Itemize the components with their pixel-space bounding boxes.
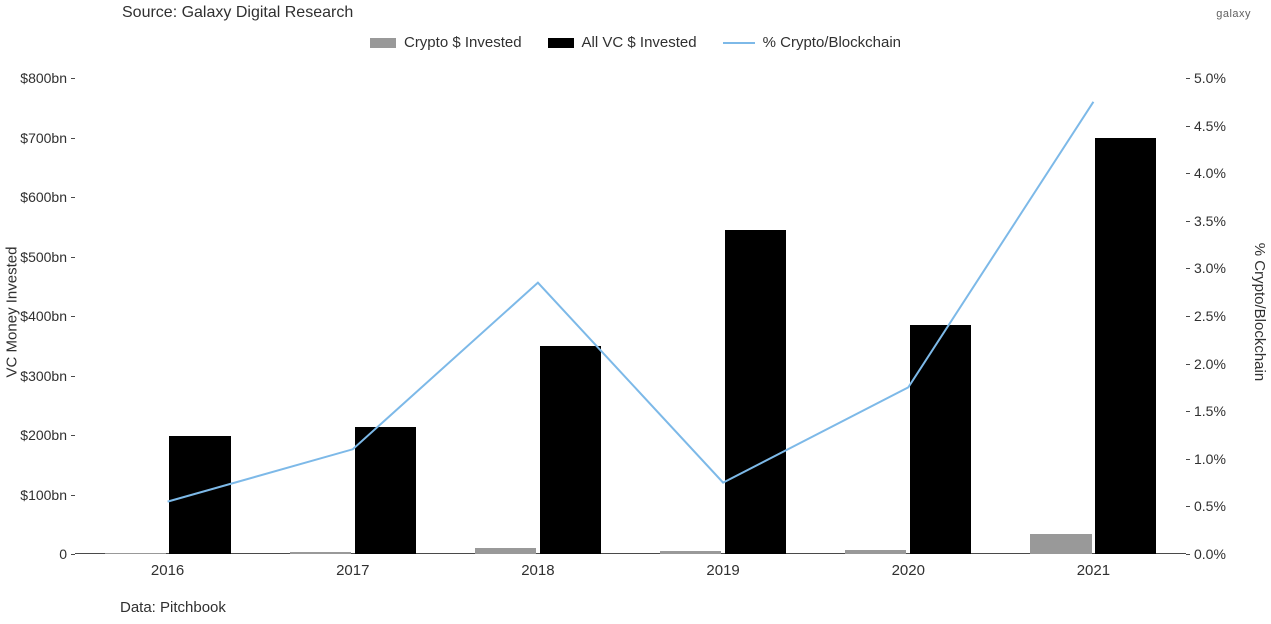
left-axis-title: VC Money Invested: [4, 247, 21, 378]
right-axis-tick-label: 1.5%: [1186, 403, 1226, 419]
right-axis-title: % Crypto/Blockchain: [1251, 243, 1268, 381]
right-axis-tick-label: 3.5%: [1186, 213, 1226, 229]
legend: Crypto $ Invested All VC $ Invested % Cr…: [0, 34, 1271, 51]
plot-area: 0$100bn$200bn$300bn$400bn$500bn$600bn$70…: [75, 78, 1186, 554]
legend-label-allvc: All VC $ Invested: [582, 34, 697, 51]
brand-logo-text: galaxy: [1216, 8, 1251, 20]
pct-line-path: [168, 102, 1094, 502]
source-label: Source: Galaxy Digital Research: [122, 4, 353, 22]
line-series-pct: [75, 78, 1186, 554]
left-axis-tick-label: $300bn: [20, 368, 75, 384]
legend-swatch-allvc: [548, 38, 574, 48]
x-axis-tick-label: 2019: [706, 554, 739, 579]
right-axis-tick-label: 3.0%: [1186, 260, 1226, 276]
legend-label-pct: % Crypto/Blockchain: [763, 34, 901, 51]
legend-item-allvc: All VC $ Invested: [548, 34, 697, 51]
right-axis-tick-label: 2.0%: [1186, 356, 1226, 372]
left-axis-tick-label: $500bn: [20, 249, 75, 265]
right-axis-tick-label: 0.0%: [1186, 546, 1226, 562]
left-axis-tick-label: $100bn: [20, 487, 75, 503]
right-axis-tick-label: 1.0%: [1186, 451, 1226, 467]
chart-container: Source: Galaxy Digital Research galaxy C…: [0, 0, 1271, 624]
legend-label-crypto: Crypto $ Invested: [404, 34, 522, 51]
right-axis-tick-label: 0.5%: [1186, 498, 1226, 514]
left-axis-tick-label: $400bn: [20, 308, 75, 324]
x-axis-tick-label: 2020: [892, 554, 925, 579]
right-axis-tick-label: 4.5%: [1186, 118, 1226, 134]
left-axis-tick-label: $700bn: [20, 130, 75, 146]
data-source-label: Data: Pitchbook: [120, 599, 226, 616]
right-axis-tick-label: 5.0%: [1186, 70, 1226, 86]
x-axis-tick-label: 2016: [151, 554, 184, 579]
legend-swatch-crypto: [370, 38, 396, 48]
left-axis-tick-label: $600bn: [20, 189, 75, 205]
right-axis-tick-label: 4.0%: [1186, 165, 1226, 181]
legend-item-pct: % Crypto/Blockchain: [723, 34, 901, 51]
left-axis-tick-label: $800bn: [20, 70, 75, 86]
x-axis-tick-label: 2017: [336, 554, 369, 579]
legend-swatch-pct: [723, 42, 755, 44]
left-axis-tick-label: 0: [59, 546, 75, 562]
legend-item-crypto: Crypto $ Invested: [370, 34, 522, 51]
right-axis-tick-label: 2.5%: [1186, 308, 1226, 324]
x-axis-tick-label: 2018: [521, 554, 554, 579]
left-axis-tick-label: $200bn: [20, 427, 75, 443]
x-axis-tick-label: 2021: [1077, 554, 1110, 579]
